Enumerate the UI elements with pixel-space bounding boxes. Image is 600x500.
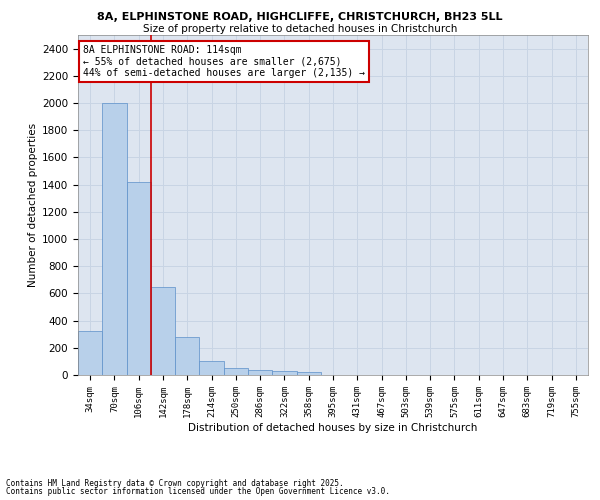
Text: 8A, ELPHINSTONE ROAD, HIGHCLIFFE, CHRISTCHURCH, BH23 5LL: 8A, ELPHINSTONE ROAD, HIGHCLIFFE, CHRIST…	[97, 12, 503, 22]
Bar	[127, 182, 151, 375]
Bar	[296, 372, 321, 375]
Text: Size of property relative to detached houses in Christchurch: Size of property relative to detached ho…	[143, 24, 457, 34]
Bar	[224, 368, 248, 375]
X-axis label: Distribution of detached houses by size in Christchurch: Distribution of detached houses by size …	[188, 422, 478, 432]
Bar	[175, 337, 199, 375]
Text: Contains public sector information licensed under the Open Government Licence v3: Contains public sector information licen…	[6, 487, 390, 496]
Bar	[78, 331, 102, 375]
Text: Contains HM Land Registry data © Crown copyright and database right 2025.: Contains HM Land Registry data © Crown c…	[6, 478, 344, 488]
Text: 8A ELPHINSTONE ROAD: 114sqm
← 55% of detached houses are smaller (2,675)
44% of : 8A ELPHINSTONE ROAD: 114sqm ← 55% of det…	[83, 45, 365, 78]
Bar	[151, 286, 175, 375]
Bar	[102, 103, 127, 375]
Bar	[272, 371, 296, 375]
Bar	[199, 362, 224, 375]
Bar	[248, 370, 272, 375]
Y-axis label: Number of detached properties: Number of detached properties	[28, 123, 38, 287]
